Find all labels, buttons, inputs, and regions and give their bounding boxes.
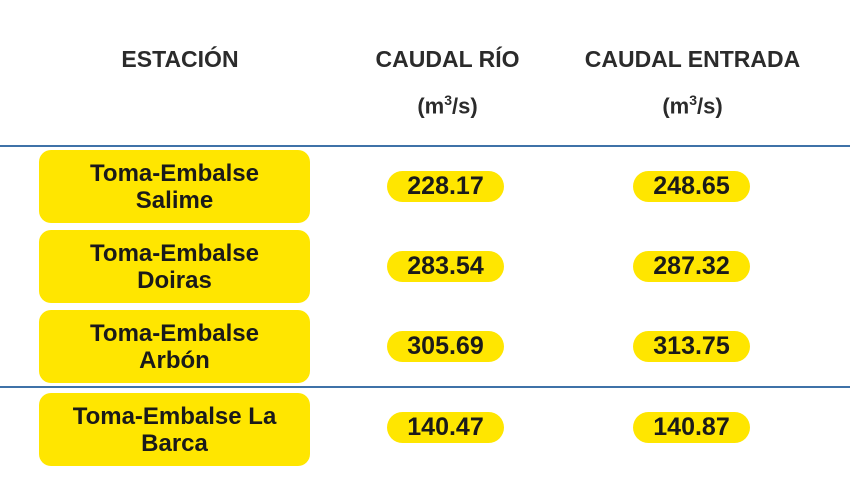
caudal-rio-value: 305.69	[387, 331, 504, 362]
station-line-1: Toma-Embalse	[90, 319, 259, 347]
unit-exponent: 3	[689, 92, 697, 108]
caudal-rio-value: 228.17	[387, 171, 504, 202]
unit-tail: /s)	[452, 93, 478, 119]
section-divider	[0, 386, 850, 388]
station-cell-arbon: Toma-Embalse Arbón	[39, 310, 310, 383]
unit-caudal-rio: (m3/s)	[350, 92, 545, 119]
unit-base: (m	[417, 93, 445, 119]
caudal-entrada-value: 287.32	[633, 251, 750, 282]
station-line-1: Toma-Embalse	[90, 239, 259, 267]
caudal-entrada-value: 248.65	[633, 171, 750, 202]
caudal-rio-value: 283.54	[387, 251, 504, 282]
unit-caudal-entrada: (m3/s)	[560, 92, 825, 119]
header-divider	[0, 145, 850, 147]
unit-tail: /s)	[697, 93, 723, 119]
station-cell-salime: Toma-Embalse Salime	[39, 150, 310, 223]
station-line-2: Doiras	[137, 266, 212, 294]
station-cell-la-barca: Toma-Embalse La Barca	[39, 393, 310, 466]
caudal-rio-value: 140.47	[387, 412, 504, 443]
station-cell-doiras: Toma-Embalse Doiras	[39, 230, 310, 303]
station-line-1: Toma-Embalse La	[72, 402, 277, 430]
station-line-2: Salime	[135, 186, 214, 214]
unit-base: (m	[662, 93, 690, 119]
station-line-1: Toma-Embalse	[90, 159, 259, 187]
station-line-2: Barca	[141, 429, 208, 457]
station-line-2: Arbón	[139, 346, 210, 374]
header-caudal-entrada: CAUDAL ENTRADA	[584, 46, 801, 72]
caudal-entrada-value: 140.87	[633, 412, 750, 443]
unit-exponent: 3	[444, 92, 452, 108]
caudal-entrada-value: 313.75	[633, 331, 750, 362]
header-station: ESTACIÓN	[121, 46, 239, 72]
header-caudal-rio: CAUDAL RÍO	[375, 46, 520, 72]
